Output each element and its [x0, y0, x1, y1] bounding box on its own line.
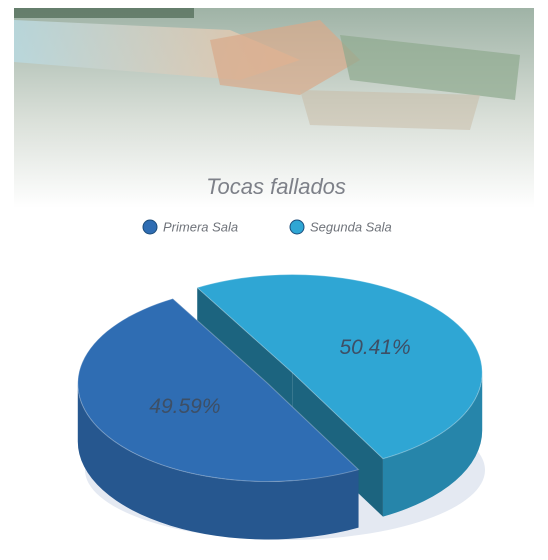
slice-label: 49.59% [149, 395, 220, 418]
chart-title: Tocas fallados [206, 174, 346, 199]
slice-side [382, 372, 483, 517]
slice-side [77, 383, 359, 540]
pie: 50.41% 49.59% [77, 274, 483, 540]
legend-swatch [289, 219, 305, 235]
slice-label: 50.41% [339, 336, 410, 359]
legend-label: Primera Sala [163, 219, 238, 234]
legend-label: Segunda Sala [310, 219, 392, 234]
slice [196, 274, 483, 460]
background-photo [14, 8, 534, 208]
slice [77, 298, 360, 482]
slice-cut-face [292, 372, 383, 517]
legend-swatch [142, 219, 158, 235]
